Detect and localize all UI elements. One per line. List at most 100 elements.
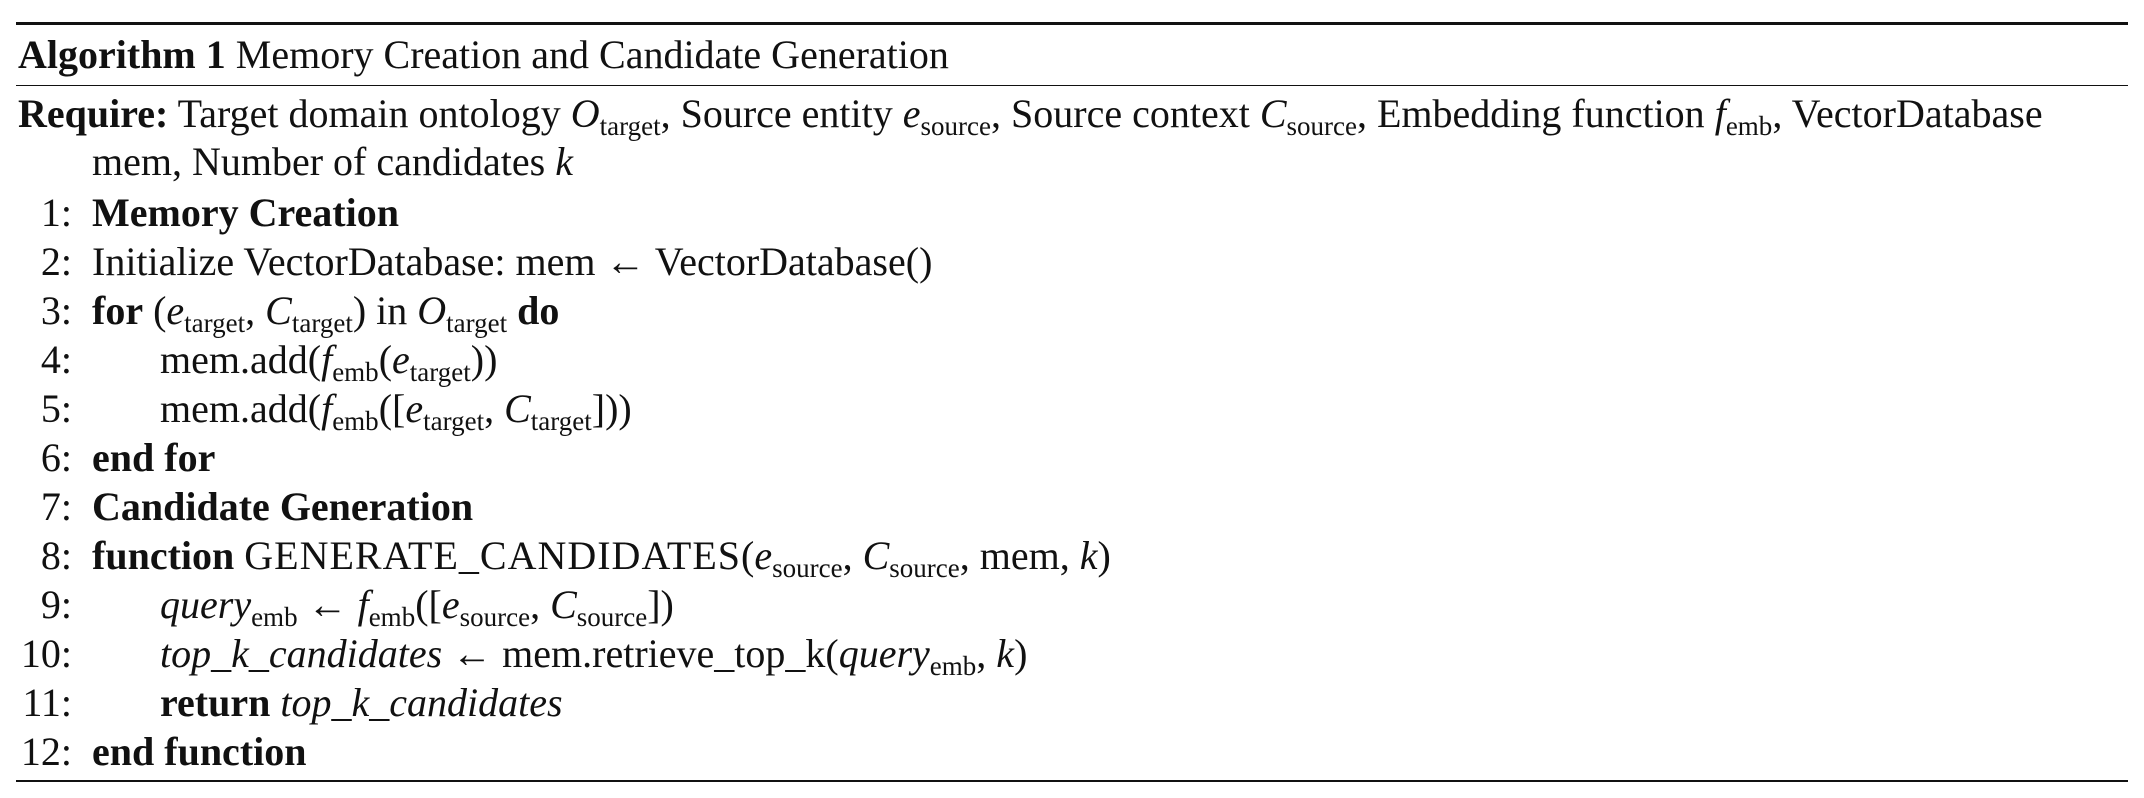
algorithm-line: 4: mem.add(femb(etarget))	[16, 335, 2128, 387]
math-subscript: emb	[332, 357, 379, 387]
require-text: , VectorDatabase mem, Number of candidat…	[92, 91, 2043, 184]
line-number: 7:	[40, 484, 72, 529]
math-var: k	[996, 631, 1015, 676]
code-text: ])	[647, 582, 674, 627]
algorithm-label: Algorithm 1	[18, 32, 226, 77]
line-number: 6:	[40, 435, 72, 480]
line-number: 1:	[40, 190, 72, 235]
line-content: Initialize VectorDatabase: mem ← VectorD…	[92, 239, 933, 284]
code-text: mem.add(	[160, 337, 322, 382]
caption-rule	[16, 85, 2128, 86]
algorithm-line: 10: top_k_candidates ← mem.retrieve_top_…	[16, 629, 2128, 680]
code-text: ,	[976, 631, 997, 676]
line-content: mem.add(femb([etarget, Ctarget]))	[160, 384, 632, 436]
math-subscript: target	[291, 308, 353, 338]
math-var: f	[321, 386, 333, 431]
line-content: function GENERATE_CANDIDATES(esource, Cs…	[92, 531, 1111, 583]
code-text: mem.add(	[160, 386, 322, 431]
math-var: k	[1079, 533, 1098, 578]
function-name: GENERATE_CANDIDATES	[244, 533, 742, 578]
algorithm-block: Algorithm 1 Memory Creation and Candidat…	[16, 22, 2128, 782]
math-var: e	[754, 533, 773, 578]
line-content: Memory Creation	[92, 188, 399, 237]
require-keyword: Require:	[18, 91, 169, 136]
require-text: , Source entity	[660, 91, 903, 136]
math-subscript: source	[576, 602, 648, 632]
code-text: , mem,	[959, 533, 1080, 578]
keyword: do	[507, 288, 560, 333]
math-var: C	[504, 386, 531, 431]
top-rule	[16, 22, 2128, 25]
algorithm-line: 5: mem.add(femb([etarget, Ctarget]))	[16, 384, 2128, 436]
code-text: ←	[297, 582, 358, 627]
math-var: top_k_candidates	[160, 631, 443, 676]
math-var: query	[160, 582, 252, 627]
keyword: end function	[92, 729, 307, 774]
code-text: ← mem.retrieve_top_k(	[442, 631, 839, 676]
require-text: Target domain ontology	[177, 91, 571, 136]
math-subscript: target	[184, 308, 246, 338]
algorithm-line: 12: end function	[16, 727, 2128, 776]
code-text: ([	[415, 582, 442, 627]
code-text: (	[378, 337, 393, 382]
algorithm-body: Require: Target domain ontology Otarget,…	[16, 90, 2128, 776]
algorithm-line: 11: return top_k_candidates	[16, 678, 2128, 727]
algorithm-line: 7: Candidate Generation	[16, 482, 2128, 531]
math-subscript: source	[772, 553, 843, 583]
line-content: queryemb ← femb([esource, Csource])	[160, 580, 674, 632]
require-text: , Source context	[991, 91, 1260, 136]
algorithm-line: 3: for (etarget, Ctarget) in Otarget do	[16, 286, 2128, 338]
line-content: mem.add(femb(etarget))	[160, 335, 498, 387]
code-text: ,	[842, 533, 863, 578]
code-text: ,	[530, 582, 551, 627]
math-var: C	[1259, 91, 1287, 136]
algorithm-line: 9: queryemb ← femb([esource, Csource])	[16, 580, 2128, 632]
code-text: )	[1014, 631, 1028, 676]
math-var: C	[550, 582, 577, 627]
code-text: ,	[484, 386, 505, 431]
math-var: C	[265, 288, 292, 333]
math-subscript: emb	[332, 406, 379, 436]
line-number: 8:	[40, 533, 72, 578]
math-var: C	[862, 533, 890, 578]
code-text: ) in	[352, 288, 418, 333]
require-clause: Require: Target domain ontology Otarget,…	[16, 90, 2128, 186]
line-number: 2:	[40, 239, 72, 284]
line-content: for (etarget, Ctarget) in Otarget do	[92, 286, 560, 338]
math-subscript: target	[599, 111, 661, 141]
math-var: f	[1714, 91, 1726, 136]
line-number: 12:	[20, 729, 72, 774]
algorithm-title: Memory Creation and Candidate Generation	[235, 32, 949, 77]
algorithm-line: 1: Memory Creation	[16, 188, 2128, 237]
code-text: (	[143, 288, 167, 333]
line-number: 5:	[40, 386, 72, 431]
line-number: 9:	[40, 582, 72, 627]
code-text: ]))	[591, 386, 632, 431]
bottom-rule	[16, 780, 2128, 782]
math-var: e	[392, 337, 410, 382]
math-subscript: source	[889, 553, 960, 583]
line-content: top_k_candidates ← mem.retrieve_top_k(qu…	[160, 629, 1028, 680]
algorithm-line: 2: Initialize VectorDatabase: mem ← Vect…	[16, 237, 2128, 286]
code-text: ([	[378, 386, 406, 431]
algorithm-line: 6: end for	[16, 433, 2128, 482]
math-var: f	[321, 337, 333, 382]
code-text: (	[741, 533, 755, 578]
math-var: k	[555, 139, 573, 184]
code-text: ))	[470, 337, 498, 382]
math-subscript: source	[920, 111, 991, 141]
math-subscript: target	[446, 308, 508, 338]
line-content: end for	[92, 433, 215, 482]
algorithm-line: 8: function GENERATE_CANDIDATES(esource,…	[16, 531, 2128, 583]
math-subscript: emb	[368, 602, 416, 632]
keyword: for	[92, 288, 144, 333]
math-var: top_k_candidates	[280, 680, 563, 725]
math-subscript: emb	[251, 602, 298, 632]
section-heading: Candidate Generation	[92, 484, 474, 529]
line-number: 10:	[20, 631, 72, 676]
line-number: 3:	[40, 288, 72, 333]
math-subscript: target	[530, 406, 592, 436]
line-content: end function	[92, 727, 307, 776]
math-subscript: source	[459, 602, 531, 632]
line-content: Candidate Generation	[92, 482, 473, 531]
